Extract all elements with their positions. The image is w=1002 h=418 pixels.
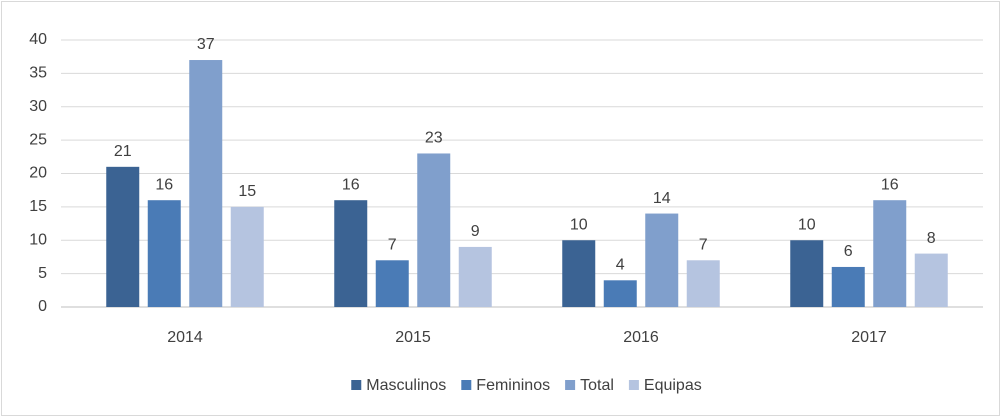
data-label: 16 (155, 176, 173, 193)
data-label: 6 (844, 243, 853, 260)
y-tick-label: 10 (29, 231, 47, 248)
legend-swatch (351, 380, 362, 390)
bar (334, 200, 368, 307)
data-label: 15 (238, 183, 256, 200)
data-label: 37 (197, 36, 215, 53)
legend-label: Masculinos (366, 377, 446, 394)
bar (831, 266, 865, 307)
legend-label: Total (580, 377, 614, 394)
data-label: 4 (616, 257, 625, 274)
data-label: 7 (699, 236, 708, 253)
bar (147, 200, 181, 307)
data-label: 8 (927, 230, 936, 247)
bar (106, 166, 140, 307)
data-label: 10 (798, 216, 816, 233)
data-label: 16 (342, 176, 360, 193)
data-label: 21 (114, 143, 132, 160)
bar (914, 253, 948, 307)
data-label: 14 (653, 190, 671, 207)
data-label: 16 (881, 176, 899, 193)
data-label: 7 (388, 236, 397, 253)
bar (603, 280, 637, 307)
bar (686, 260, 720, 307)
y-tick-label: 20 (29, 165, 47, 182)
legend-swatch (628, 380, 639, 390)
legend-swatch (565, 380, 576, 390)
legend-label: Femininos (476, 377, 550, 394)
y-tick-label: 15 (29, 198, 47, 215)
y-tick-label: 30 (29, 98, 47, 115)
y-tick-label: 35 (29, 65, 47, 82)
bar (790, 240, 824, 307)
y-tick-label: 5 (38, 265, 47, 282)
x-tick-label: 2016 (623, 329, 659, 346)
x-tick-label: 2015 (395, 329, 431, 346)
bar (375, 260, 409, 307)
y-tick-label: 40 (29, 31, 47, 48)
bar (873, 200, 907, 307)
data-label: 23 (425, 130, 443, 147)
legend-label: Equipas (644, 377, 702, 394)
data-label: 9 (471, 223, 480, 240)
bar (458, 246, 492, 307)
bar (645, 213, 679, 307)
bar (417, 153, 451, 307)
y-tick-label: 0 (38, 298, 47, 315)
bar (189, 60, 223, 308)
data-label: 10 (570, 216, 588, 233)
x-tick-label: 2017 (851, 329, 887, 346)
y-tick-label: 25 (29, 131, 47, 148)
bar (562, 240, 596, 307)
bar (230, 206, 264, 307)
legend-swatch (461, 380, 472, 390)
x-tick-label: 2014 (167, 329, 203, 346)
